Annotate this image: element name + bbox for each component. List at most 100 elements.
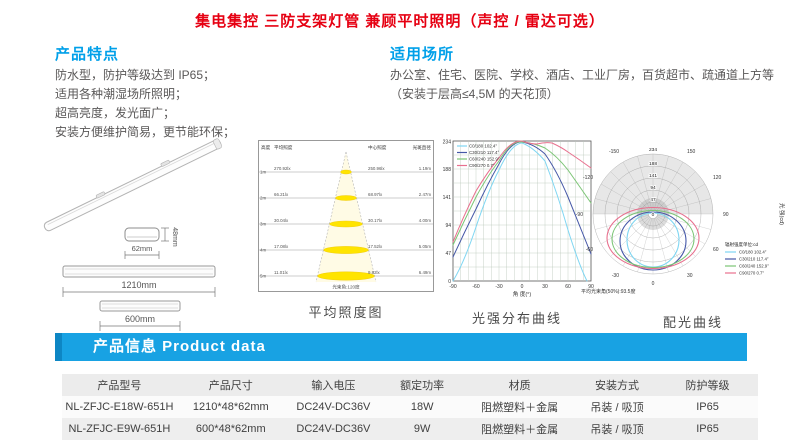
svg-text:1.19m: 1.19m (419, 166, 432, 171)
svg-text:30: 30 (687, 273, 693, 279)
x-axis-ticks: -90 -60 -30 0 30 60 90 (449, 284, 594, 290)
illuminance-chart-caption: 平均照度图 (308, 305, 384, 320)
svg-text:30.17lx: 30.17lx (368, 218, 383, 223)
tube-cross-section: 48mm 62mm (124, 227, 178, 259)
tube-perspective-view (43, 138, 223, 232)
col-header-size: 产品尺寸 (208, 380, 253, 392)
svg-text:2m: 2m (260, 196, 266, 201)
svg-text:-90: -90 (576, 212, 583, 218)
polar-axis-label: 光 强(cd) (778, 203, 786, 225)
polar-legend: 辐射强度单位:cd C0/180 102.4° C30/210 117.4° C… (725, 241, 769, 276)
svg-text:6.49m: 6.49m (419, 270, 432, 275)
illuminance-values: 1m 270.92lx 250.96lx 1.19m 2m 66.21lx 68… (260, 166, 431, 279)
applications-text: 办公室、住宅、医院、学校、酒店、工业厂房，百货超市、疏通道上方等（安装于层高≤4… (390, 68, 775, 101)
svg-text:平均照度: 平均照度 (274, 144, 293, 151)
avg-beam-angle-note: 平均光束角(50%):93.5度 (581, 288, 635, 295)
svg-text:C30/210 117.4°: C30/210 117.4° (739, 257, 769, 262)
svg-text:5.05m: 5.05m (419, 244, 432, 249)
svg-text:C30/210 117.4°: C30/210 117.4° (469, 150, 499, 155)
page-title: 集电集控 三防支架灯管 兼顾平时照明（声控 / 雷达可选） (195, 13, 605, 30)
col-header-ip: 防护等级 (685, 380, 730, 392)
cell-voltage: DC24V-DC36V (296, 423, 371, 435)
radial-tick-labels: 234 188 141 94 47 0 (648, 146, 658, 219)
svg-text:234: 234 (649, 147, 657, 153)
svg-text:234: 234 (443, 140, 452, 146)
svg-text:C60/240 152.9°: C60/240 152.9° (739, 264, 769, 269)
svg-text:-150: -150 (609, 149, 619, 155)
cell-model: NL-ZFJC-E18W-651H (65, 401, 174, 413)
banner-label: 产品信息 Product data (93, 338, 266, 355)
svg-text:30: 30 (542, 284, 548, 290)
svg-text:-30: -30 (495, 284, 502, 290)
svg-text:C0/180 102.4°: C0/180 102.4° (739, 250, 767, 255)
col-header-power: 额定功率 (400, 380, 445, 392)
cell-size: 1210*48*62mm (192, 401, 269, 413)
svg-text:C0/180 102.4°: C0/180 102.4° (469, 144, 497, 149)
cell-power: 18W (410, 401, 434, 413)
svg-text:68.97lx: 68.97lx (368, 192, 383, 197)
section-width-label: 62mm (132, 244, 153, 253)
svg-text:-30: -30 (612, 273, 619, 279)
svg-text:9.82lx: 9.82lx (368, 270, 381, 275)
cell-ip: IP65 (696, 423, 719, 435)
intensity-chart-caption: 光强分布曲线 (471, 311, 562, 326)
long-length-label: 1210mm (121, 280, 156, 290)
svg-text:中心照度: 中心照度 (368, 144, 387, 151)
illuminance-chart: 高度 平均照度 中心照度 光斑直径 1m 270.92lx 250.96lx 1… (258, 140, 434, 292)
feature-item: 防水型，防护等级达到 IP65； (55, 68, 216, 82)
svg-text:C90/270 0.7°: C90/270 0.7° (739, 271, 764, 276)
feature-item: 安装方便维护简易，更节能环保； (55, 125, 236, 139)
applications-heading: 适用场所 (390, 46, 455, 63)
svg-text:高度: 高度 (261, 144, 271, 151)
feature-item: 适用各种潮湿场所照明； (55, 87, 188, 101)
svg-text:141: 141 (649, 173, 657, 179)
upper-hemisphere-shade (593, 154, 713, 214)
svg-text:47: 47 (445, 251, 451, 257)
col-header-model: 产品型号 (97, 380, 142, 392)
svg-text:17.52lx: 17.52lx (368, 244, 383, 249)
svg-text:4m: 4m (260, 248, 266, 253)
features-list: 防水型，防护等级达到 IP65； 适用各种潮湿场所照明； 超高亮度，发光面广； … (55, 66, 365, 142)
cell-ip: IP65 (696, 401, 719, 413)
svg-text:94: 94 (445, 223, 451, 229)
beam-angle-footnote: 光束角:120度 (332, 284, 360, 291)
spec-table-header-row: 产品型号 产品尺寸 输入电压 额定功率 材质 安装方式 防护等级 (62, 374, 758, 396)
svg-text:0: 0 (448, 279, 451, 285)
svg-text:0: 0 (652, 281, 655, 287)
col-header-voltage: 输入电压 (311, 380, 356, 392)
intensity-distribution-chart: C0/180 102.4° C30/210 117.4° C60/240 152… (443, 140, 594, 299)
angle-tick-labels: -150 150 120 90 60 30 0 -30 -60 -90 -120 (576, 149, 729, 287)
svg-text:-60: -60 (472, 284, 479, 290)
cell-size: 600*48*62mm (195, 423, 266, 435)
legend: C0/180 102.4° C30/210 117.4° C60/240 152… (457, 144, 500, 168)
svg-text:60: 60 (565, 284, 571, 290)
svg-text:30.04lx: 30.04lx (274, 218, 289, 223)
tube-front-view-long: 1210mm (62, 265, 216, 297)
svg-text:1m: 1m (260, 170, 266, 175)
cell-install: 吊装 / 吸顶 (590, 402, 644, 414)
product-dimension-drawing: 48mm 62mm 1210mm 600mm (43, 138, 223, 331)
svg-text:270.92lx: 270.92lx (274, 166, 291, 171)
grid (453, 141, 591, 281)
cell-voltage: DC24V-DC36V (296, 401, 371, 413)
short-length-label: 600mm (125, 314, 155, 324)
svg-text:C60/240 152.9°: C60/240 152.9° (469, 157, 500, 162)
svg-text:3m: 3m (260, 222, 266, 227)
tube-front-view-short: 600mm (99, 300, 181, 331)
spec-table: 产品型号 产品尺寸 输入电压 额定功率 材质 安装方式 防护等级 NL-ZFJC… (62, 374, 758, 440)
svg-text:5m: 5m (260, 274, 266, 279)
y-axis-ticks: 234 188 141 94 47 0 (443, 140, 452, 286)
svg-text:C90/270 0.7°: C90/270 0.7° (469, 163, 495, 168)
col-header-material: 材质 (508, 380, 531, 392)
svg-text:120: 120 (713, 175, 722, 181)
cell-material: 阻燃塑料＋金属 (481, 424, 559, 436)
features-heading: 产品特点 (55, 46, 120, 63)
section-height-label: 48mm (171, 227, 178, 247)
product-data-banner: 产品信息 Product data (55, 333, 747, 361)
svg-text:94: 94 (650, 185, 656, 191)
table-row: NL-ZFJC-E18W-651H 1210*48*62mm DC24V-DC3… (62, 396, 758, 418)
svg-text:-60: -60 (586, 247, 593, 253)
light-spots (317, 169, 375, 281)
svg-text:2.47m: 2.47m (419, 192, 432, 197)
